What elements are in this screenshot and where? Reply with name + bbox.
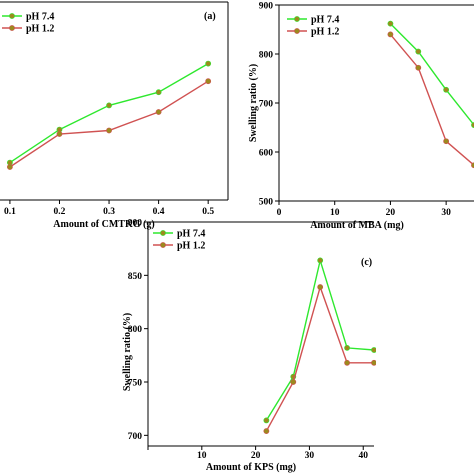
- y-tick-label: 750: [128, 379, 143, 389]
- legend-marker: [294, 28, 300, 34]
- x-tick-label: 30: [305, 451, 315, 461]
- panel-b-ylabel: Swelling ratio (%): [248, 64, 259, 142]
- data-point: [106, 102, 112, 109]
- x-tick-label: 0.4: [153, 207, 165, 217]
- y-tick-label: 700: [128, 432, 143, 442]
- data-point: [56, 131, 63, 137]
- data-point: [263, 428, 270, 434]
- x-tick-label: 0.2: [54, 207, 66, 217]
- data-point: [344, 344, 350, 351]
- data-point: [106, 127, 112, 134]
- y-tick-label: 500: [259, 198, 274, 208]
- data-point: [317, 257, 324, 264]
- data-point: [155, 89, 162, 96]
- panel-b-plot: 0 10 20 30 500 600 700 800 900 pH 7.4pH 1.2: [259, 2, 474, 218]
- legend-label: pH 1.2: [311, 27, 339, 38]
- series-line-ph12: [389, 33, 474, 166]
- panel-a-label: (a): [204, 11, 216, 22]
- data-point: [317, 284, 324, 290]
- data-point: [415, 48, 422, 55]
- series-group: [7, 60, 212, 170]
- legend-marker: [9, 25, 15, 31]
- panel-b: 0 10 20 30 500 600 700 800 900 pH 7.4pH 1.2 Amoun…: [248, 2, 474, 231]
- legend-label: pH 7.4: [26, 12, 54, 23]
- panel-b-xlabel: Amount of MBA (mg): [310, 220, 404, 231]
- data-point: [205, 60, 212, 67]
- series-group: [263, 257, 376, 434]
- panel-a-plot: 0.1 0.2 0.3 0.4 0.5 pH 7.4pH 1.2: [0, 1, 229, 217]
- data-point: [371, 347, 376, 353]
- series-line-ph12: [265, 284, 374, 432]
- series-line-ph74: [389, 23, 474, 126]
- panel-c-plot: 10 20 30 40 700 750 800 850 900 pH 7.4pH 1.2: [128, 219, 376, 461]
- x-tick-label: 10: [330, 208, 340, 218]
- data-point: [263, 417, 270, 424]
- legend-marker: [9, 13, 15, 19]
- legend-label: pH 7.4: [311, 15, 339, 26]
- data-point: [205, 78, 212, 85]
- legend-label: pH 1.2: [177, 241, 205, 252]
- data-point: [443, 138, 450, 145]
- data-point: [7, 164, 13, 170]
- x-tick-label: 0.5: [202, 207, 214, 217]
- y-tick-label: 800: [128, 325, 143, 335]
- y-tick-label: 800: [259, 51, 274, 61]
- panel-c-ylabel: Swelling ratio (%): [122, 313, 133, 391]
- x-tick-label: 30: [441, 208, 451, 218]
- data-point: [387, 20, 394, 27]
- series-line-ph12: [9, 80, 209, 168]
- data-point: [387, 31, 394, 38]
- series-group: [387, 20, 474, 169]
- y-tick-label: 600: [259, 149, 274, 159]
- panel-c-label: (c): [361, 257, 372, 268]
- panel-c-xlabel: Amount of KPS (mg): [206, 462, 296, 473]
- x-tick-label: 20: [386, 208, 396, 218]
- panel-a-xlabel: Amount of CMTKG (g): [53, 219, 154, 230]
- y-tick-label: 700: [259, 100, 274, 110]
- legend-label: pH 1.2: [26, 24, 54, 35]
- y-tick-label: 900: [259, 2, 274, 12]
- x-tick-label: 0.3: [103, 207, 115, 217]
- data-point: [344, 359, 350, 366]
- legend-marker: [160, 230, 166, 236]
- legend-marker: [160, 242, 166, 248]
- data-point: [290, 379, 297, 385]
- x-tick-label: 0.1: [4, 207, 16, 217]
- x-tick-label: 10: [197, 451, 207, 461]
- data-point: [443, 86, 450, 93]
- x-tick-label: 40: [358, 451, 368, 461]
- data-point: [371, 359, 376, 366]
- y-tick-label: 850: [128, 272, 143, 282]
- y-tick-label: 900: [128, 219, 143, 229]
- data-point: [415, 64, 422, 71]
- legend-label: pH 7.4: [177, 229, 205, 240]
- legend-marker: [294, 16, 300, 22]
- x-tick-label: 20: [251, 451, 261, 461]
- data-point: [155, 109, 162, 115]
- panel-a: 0.1 0.2 0.3 0.4 0.5 pH 7.4pH 1.2 (a) Amount o…: [0, 1, 229, 230]
- x-tick-label: 0: [277, 208, 282, 218]
